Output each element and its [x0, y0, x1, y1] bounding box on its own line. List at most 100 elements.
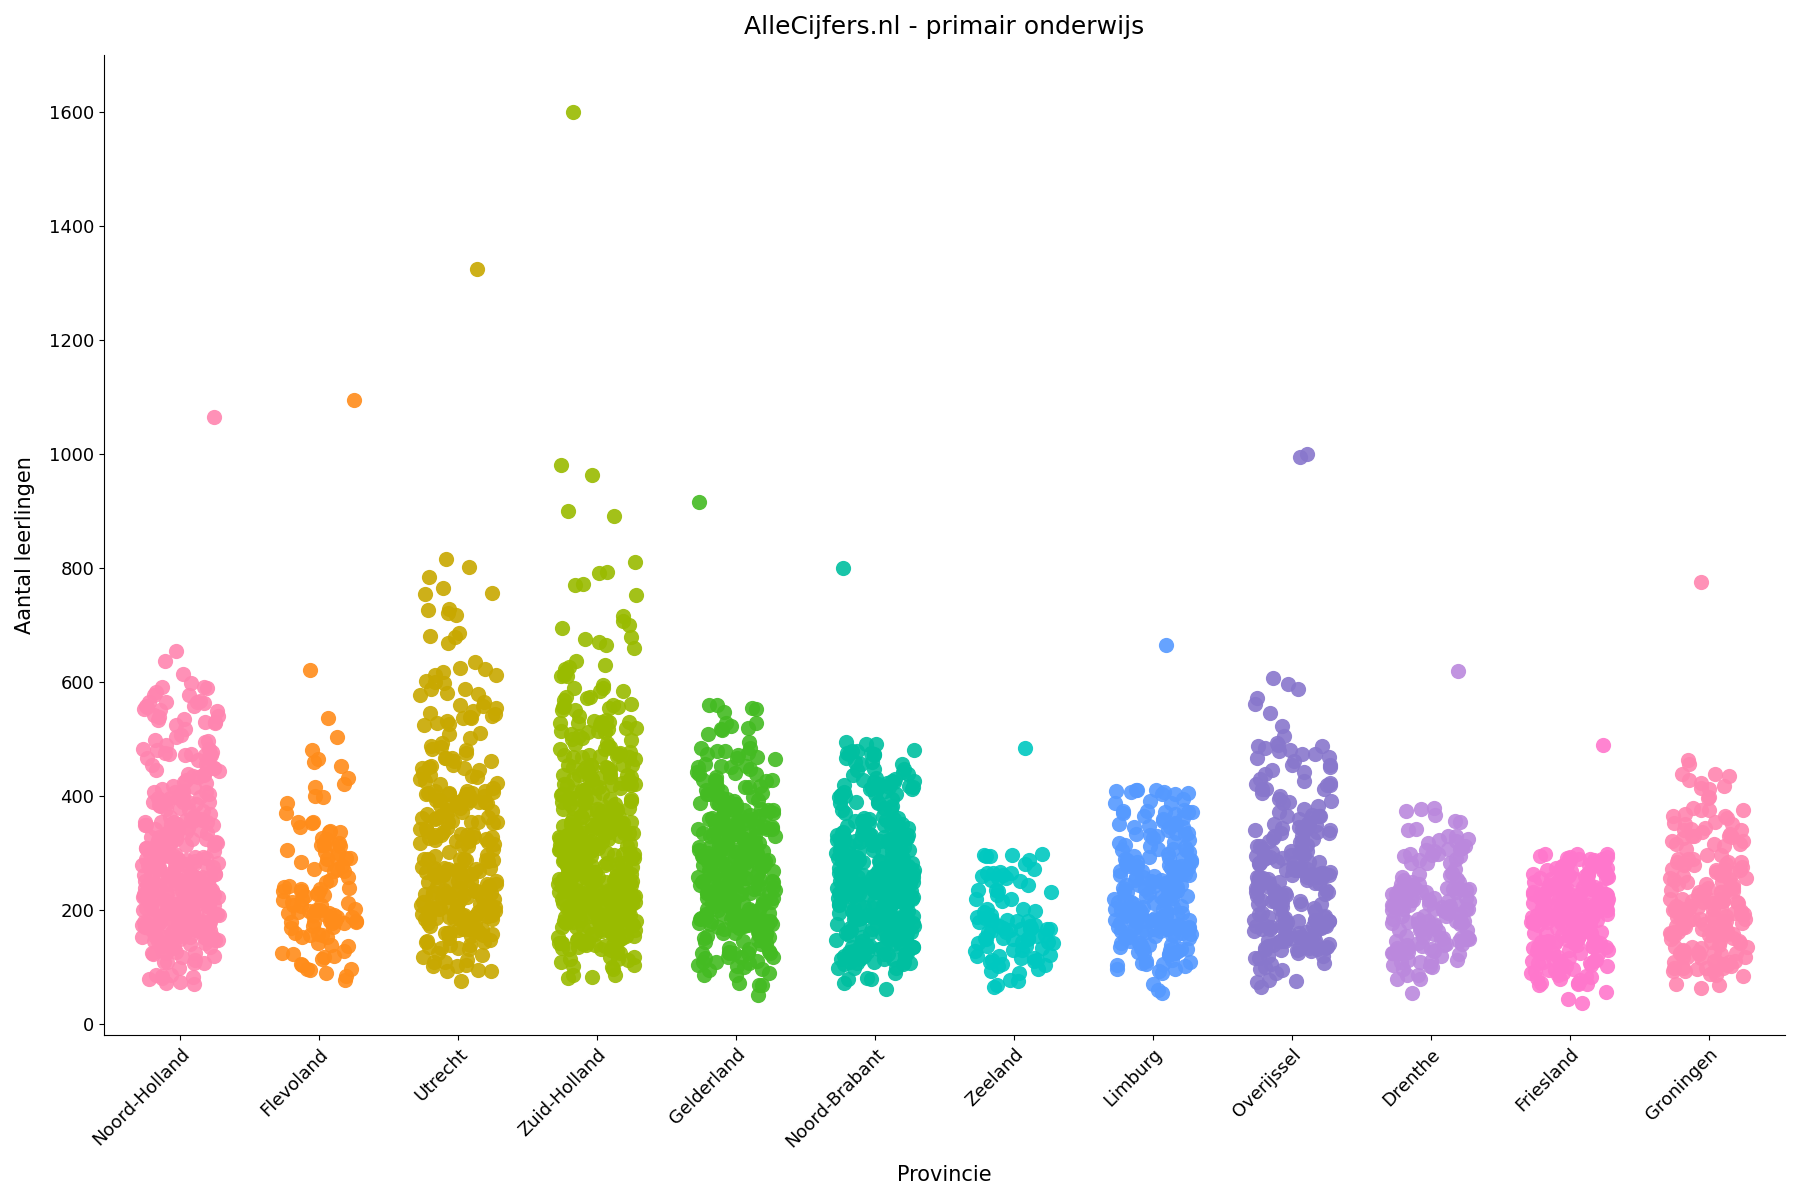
Point: [176, 928, 205, 947]
Point: [200, 886, 229, 905]
Point: [1706, 899, 1735, 918]
Point: [1129, 943, 1157, 962]
Point: [1112, 926, 1141, 946]
Point: [1111, 929, 1139, 948]
Point: [1265, 872, 1294, 892]
Point: [1166, 864, 1195, 883]
Point: [857, 906, 886, 925]
Point: [329, 860, 358, 880]
Point: [1305, 912, 1334, 931]
Point: [281, 923, 310, 942]
Point: [463, 768, 491, 787]
Point: [1278, 865, 1307, 884]
Point: [1008, 932, 1037, 952]
Point: [1030, 926, 1058, 946]
Point: [851, 829, 880, 848]
Point: [457, 784, 486, 803]
Point: [185, 916, 214, 935]
Point: [319, 860, 347, 880]
Point: [1561, 924, 1589, 943]
Point: [1546, 896, 1575, 916]
Point: [866, 852, 895, 871]
Point: [1573, 872, 1602, 892]
Point: [1656, 881, 1685, 900]
Point: [571, 802, 599, 821]
Point: [1665, 906, 1694, 925]
Point: [1109, 840, 1138, 859]
Point: [176, 900, 205, 919]
Point: [1584, 935, 1613, 954]
Point: [135, 970, 164, 989]
Point: [324, 844, 353, 863]
Point: [1577, 955, 1606, 974]
Point: [1726, 901, 1755, 920]
Point: [1116, 931, 1145, 950]
Point: [270, 877, 299, 896]
Point: [1420, 805, 1449, 824]
Point: [547, 952, 576, 971]
Point: [608, 773, 637, 792]
Point: [479, 782, 508, 802]
Point: [1570, 895, 1598, 914]
Point: [608, 865, 637, 884]
Point: [416, 917, 445, 936]
Point: [1561, 907, 1589, 926]
Point: [616, 835, 644, 854]
Point: [871, 907, 900, 926]
Point: [1244, 877, 1273, 896]
Point: [695, 961, 724, 980]
Point: [157, 934, 185, 953]
Point: [1541, 874, 1570, 893]
Point: [1112, 853, 1141, 872]
Point: [311, 964, 340, 983]
Point: [142, 888, 171, 907]
Point: [707, 720, 736, 739]
Point: [1553, 949, 1582, 968]
Point: [569, 862, 598, 881]
Point: [1559, 960, 1588, 979]
Point: [130, 865, 158, 884]
Point: [1669, 948, 1697, 967]
Point: [581, 936, 610, 955]
Point: [162, 890, 191, 910]
Point: [592, 853, 621, 872]
Point: [864, 878, 893, 898]
Point: [1582, 950, 1611, 970]
Point: [335, 848, 364, 868]
Point: [1274, 793, 1303, 812]
Point: [880, 836, 909, 856]
Point: [590, 718, 619, 737]
Point: [162, 641, 191, 660]
Point: [1267, 823, 1296, 842]
Point: [1166, 857, 1195, 876]
Point: [574, 722, 603, 742]
Point: [1408, 919, 1436, 938]
Point: [571, 884, 599, 904]
Point: [140, 916, 169, 935]
Point: [1116, 782, 1145, 802]
Point: [1669, 918, 1697, 937]
Point: [1154, 881, 1183, 900]
Point: [277, 918, 306, 937]
Point: [689, 770, 718, 790]
Point: [1670, 917, 1699, 936]
Point: [412, 862, 441, 881]
Point: [598, 896, 626, 916]
Point: [148, 928, 176, 947]
Point: [1714, 880, 1742, 899]
Point: [1379, 910, 1408, 929]
Point: [1247, 920, 1276, 940]
Point: [585, 913, 614, 932]
Point: [277, 913, 306, 932]
Point: [1148, 900, 1177, 919]
Point: [824, 848, 853, 868]
Point: [1667, 889, 1696, 908]
Point: [830, 782, 859, 802]
Point: [1291, 799, 1319, 818]
Point: [571, 629, 599, 648]
Point: [286, 852, 315, 871]
Point: [131, 815, 160, 834]
Point: [1258, 828, 1287, 847]
Point: [738, 787, 767, 806]
Point: [594, 808, 623, 827]
